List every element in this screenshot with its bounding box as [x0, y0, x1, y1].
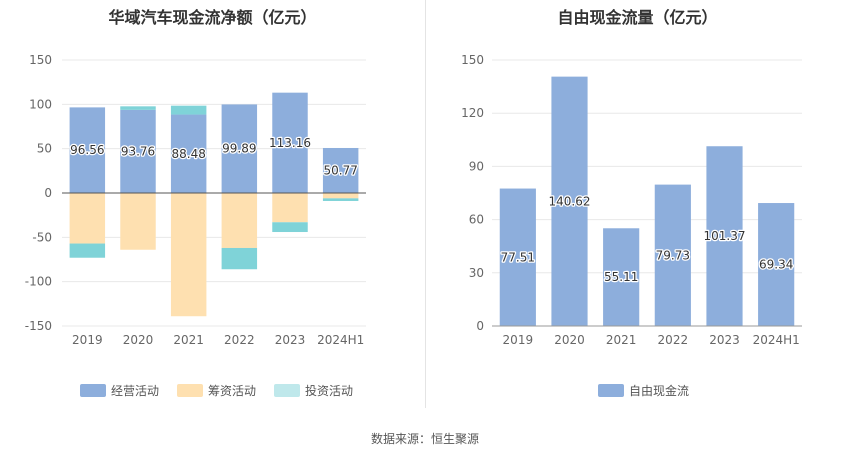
y-tick-label: 100 — [29, 97, 52, 111]
bar — [272, 193, 308, 223]
data-label: 101.37 — [704, 229, 746, 243]
data-label: 55.11 — [604, 270, 638, 284]
y-tick-label: 0 — [44, 186, 52, 200]
y-tick-label: -150 — [25, 319, 52, 333]
y-tick-label: 30 — [469, 266, 484, 280]
bar — [120, 193, 156, 250]
x-tick-label: 2019 — [503, 333, 534, 347]
legend-item-free-cash-flow[interactable]: 自由现金流 — [598, 382, 689, 399]
legend-label-investing: 投资活动 — [305, 384, 354, 398]
x-tick-label: 2020 — [554, 333, 585, 347]
legend-item-investing[interactable]: 投资活动 — [274, 382, 353, 399]
legend-swatch-financing — [177, 384, 204, 397]
data-label: 69.34 — [759, 258, 793, 272]
bar — [69, 107, 106, 193]
y-tick-label: 150 — [29, 53, 52, 67]
legend-swatch-operating — [80, 384, 106, 397]
bar — [120, 106, 156, 110]
x-tick-label: 2024H1 — [753, 333, 800, 347]
y-tick-label: 60 — [469, 213, 484, 227]
legend-swatch-investing — [274, 384, 301, 397]
data-label: 93.76 — [121, 144, 155, 158]
y-tick-label: 50 — [37, 142, 52, 156]
bar — [603, 228, 640, 326]
data-label: 96.56 — [70, 143, 104, 157]
data-label: 79.73 — [656, 248, 690, 262]
legend-item-operating[interactable]: 经营活动 — [80, 382, 159, 399]
panel-divider — [425, 0, 426, 408]
bar — [322, 193, 359, 199]
chart1-legend: 经营活动 筹资活动 投资活动 — [80, 382, 371, 399]
data-label: 140.62 — [549, 194, 591, 208]
legend-swatch-free-cash-flow — [598, 384, 624, 397]
bar — [221, 247, 258, 270]
bar — [322, 147, 359, 193]
bar — [706, 146, 743, 326]
y-tick-label: -100 — [25, 275, 52, 289]
bar — [170, 193, 207, 317]
bar — [120, 109, 156, 193]
y-tick-label: -50 — [32, 230, 52, 244]
bar — [221, 104, 258, 193]
data-label: 50.77 — [323, 163, 357, 177]
y-tick-label: 90 — [469, 159, 484, 173]
chart2-legend: 自由现金流 — [598, 382, 707, 399]
chart2-title: 自由现金流量（亿元） — [557, 8, 718, 27]
bar — [272, 92, 308, 193]
x-tick-label: 2021 — [606, 333, 637, 347]
x-tick-label: 2022 — [224, 333, 255, 347]
x-tick-label: 2020 — [123, 333, 154, 347]
bar — [69, 243, 106, 258]
data-label: 113.16 — [269, 136, 311, 150]
legend-label-free-cash-flow: 自由现金流 — [629, 384, 690, 398]
bar — [551, 76, 588, 326]
bar — [499, 188, 536, 326]
bar — [170, 105, 207, 115]
y-tick-label: 120 — [461, 106, 484, 120]
legend-item-financing[interactable]: 筹资活动 — [177, 382, 256, 399]
data-source: 数据来源：恒生聚源 — [370, 432, 479, 446]
bar — [654, 184, 691, 326]
bar — [758, 203, 795, 326]
bar — [221, 193, 258, 248]
data-label: 99.89 — [222, 142, 256, 156]
x-tick-label: 2022 — [658, 333, 689, 347]
bar — [170, 114, 207, 193]
legend-label-financing: 筹资活动 — [208, 384, 257, 398]
x-tick-label: 2023 — [275, 333, 306, 347]
y-tick-label: 0 — [476, 319, 484, 333]
x-tick-label: 2021 — [173, 333, 204, 347]
x-tick-label: 2024H1 — [317, 333, 364, 347]
x-tick-label: 2019 — [72, 333, 103, 347]
bar — [272, 222, 308, 233]
chart1-title: 华域汽车现金流净额（亿元） — [108, 8, 317, 27]
data-label: 88.48 — [171, 147, 205, 161]
y-tick-label: 150 — [461, 53, 484, 67]
bar — [322, 198, 359, 201]
legend-label-operating: 经营活动 — [111, 384, 160, 398]
data-label: 77.51 — [501, 250, 535, 264]
bar — [69, 193, 106, 244]
x-tick-label: 2023 — [709, 333, 740, 347]
